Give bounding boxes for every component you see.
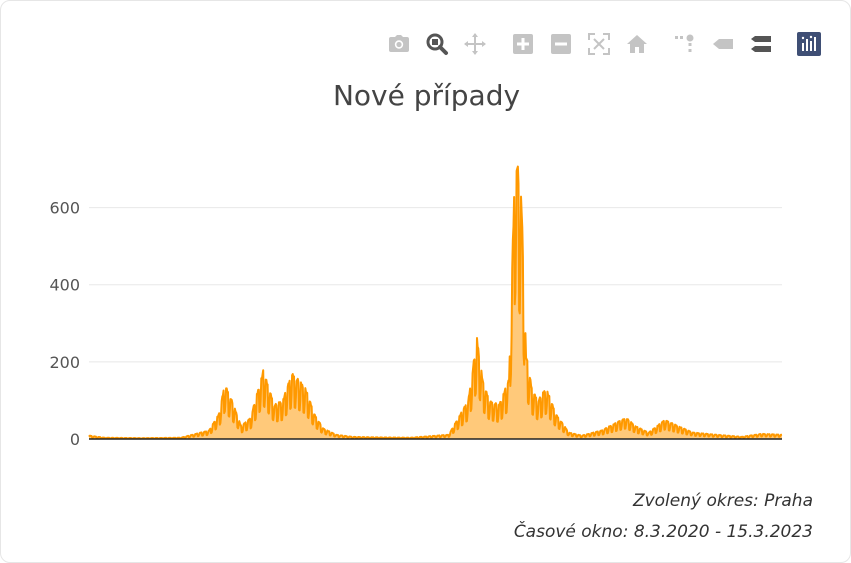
zoom-out-icon[interactable] <box>548 31 574 57</box>
y-tick-label: 600 <box>49 199 80 218</box>
plotly-logo-icon[interactable] <box>796 31 822 57</box>
zoom-in-icon[interactable] <box>510 31 536 57</box>
zoom-icon[interactable] <box>424 31 450 57</box>
autoscale-icon[interactable] <box>586 31 612 57</box>
y-tick-label: 400 <box>49 276 80 295</box>
modebar <box>374 27 822 61</box>
hover-closest-icon[interactable] <box>710 31 736 57</box>
hover-compare-icon[interactable] <box>748 31 774 57</box>
y-tick-label: 0 <box>70 430 80 449</box>
district-label: Zvolený okres: Praha <box>632 491 813 511</box>
chart-title: Nové případy <box>332 79 521 112</box>
y-tick-label: 200 <box>49 353 80 372</box>
spike-lines-icon[interactable] <box>672 31 698 57</box>
time-window-label: Časové okno: 8.3.2020 - 15.3.2023 <box>513 522 813 542</box>
series-line[interactable] <box>88 165 783 440</box>
home-icon[interactable] <box>624 31 650 57</box>
pan-icon[interactable] <box>462 31 488 57</box>
camera-icon[interactable] <box>386 31 412 57</box>
